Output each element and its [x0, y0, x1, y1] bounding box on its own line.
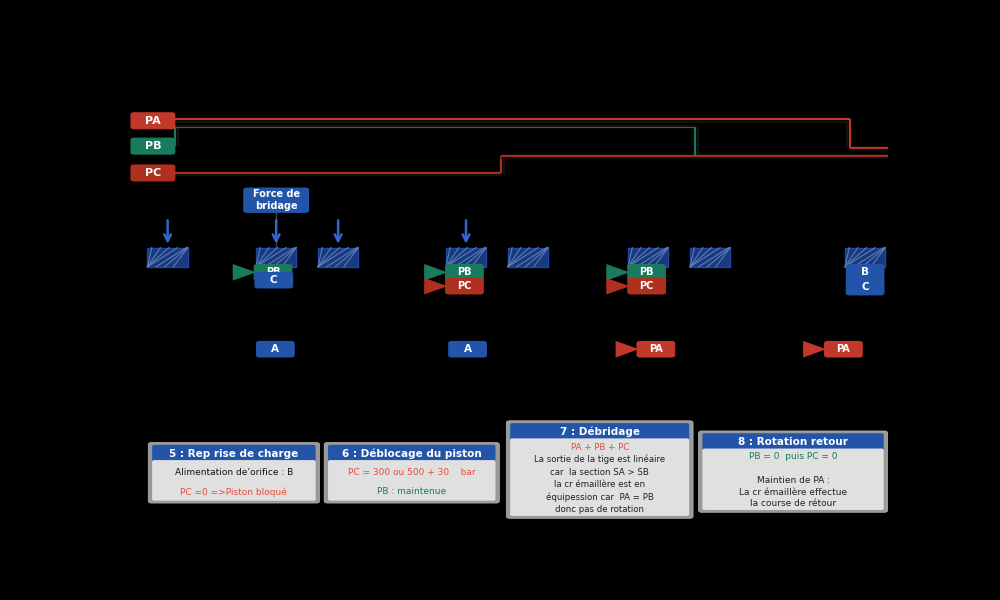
Polygon shape — [256, 248, 296, 267]
Text: PC = 300 ou 500 + 30    bar: PC = 300 ou 500 + 30 bar — [348, 469, 476, 478]
Text: car  la section SA > SB: car la section SA > SB — [550, 467, 649, 476]
Text: 8 : Rotation retour: 8 : Rotation retour — [738, 437, 848, 447]
Text: équipession car  PA = PB: équipession car PA = PB — [546, 493, 654, 502]
FancyBboxPatch shape — [445, 264, 484, 281]
Text: PA + PB + PC: PA + PB + PC — [571, 443, 629, 452]
FancyBboxPatch shape — [148, 443, 320, 503]
FancyBboxPatch shape — [702, 449, 884, 510]
FancyBboxPatch shape — [702, 433, 884, 451]
Text: A: A — [464, 344, 472, 354]
Text: PB: PB — [145, 141, 161, 151]
FancyBboxPatch shape — [152, 445, 316, 463]
FancyBboxPatch shape — [254, 272, 293, 289]
Polygon shape — [147, 248, 188, 267]
FancyBboxPatch shape — [152, 460, 316, 501]
FancyBboxPatch shape — [445, 278, 484, 295]
Text: Maintien de PA :: Maintien de PA : — [757, 476, 830, 485]
Text: PA: PA — [837, 344, 850, 354]
Text: PA: PA — [649, 344, 663, 354]
FancyBboxPatch shape — [324, 443, 499, 503]
Text: PB: PB — [639, 268, 654, 277]
Text: A: A — [271, 344, 279, 354]
Text: PC: PC — [639, 281, 654, 291]
FancyBboxPatch shape — [846, 264, 885, 281]
FancyBboxPatch shape — [627, 278, 666, 295]
Polygon shape — [318, 248, 358, 267]
Text: 6 : Déblocage du piston: 6 : Déblocage du piston — [342, 449, 482, 459]
Polygon shape — [606, 278, 630, 295]
Text: La sortie de la tige est linéaire: La sortie de la tige est linéaire — [534, 455, 665, 464]
Text: PA: PA — [145, 116, 161, 126]
Text: 7 : Débridage: 7 : Débridage — [560, 427, 640, 437]
Text: donc pas de rotation: donc pas de rotation — [555, 505, 644, 514]
Polygon shape — [446, 248, 486, 267]
FancyBboxPatch shape — [130, 164, 175, 181]
FancyBboxPatch shape — [328, 460, 495, 501]
FancyBboxPatch shape — [254, 264, 292, 281]
Text: C: C — [270, 275, 278, 285]
Text: La cr émaillère effectue: La cr émaillère effectue — [739, 488, 847, 497]
Text: 5 : Rep rise de charge: 5 : Rep rise de charge — [169, 449, 299, 459]
Text: B: B — [861, 268, 869, 277]
Text: PB = 0  puis PC = 0: PB = 0 puis PC = 0 — [749, 452, 837, 461]
FancyBboxPatch shape — [824, 341, 863, 358]
Polygon shape — [424, 264, 447, 281]
FancyBboxPatch shape — [328, 445, 495, 463]
Polygon shape — [508, 248, 548, 267]
Text: C: C — [861, 282, 869, 292]
FancyBboxPatch shape — [506, 421, 693, 518]
FancyBboxPatch shape — [627, 264, 666, 281]
Text: PB: PB — [457, 268, 472, 277]
Polygon shape — [606, 264, 630, 281]
Polygon shape — [424, 278, 447, 295]
FancyBboxPatch shape — [637, 341, 675, 358]
Polygon shape — [233, 264, 256, 281]
FancyBboxPatch shape — [448, 341, 487, 358]
Text: Force de
bridage: Force de bridage — [253, 190, 300, 211]
FancyBboxPatch shape — [256, 341, 295, 358]
Text: PC: PC — [457, 281, 472, 291]
Polygon shape — [628, 248, 668, 267]
Text: PC =0 =>Piston bloqué: PC =0 =>Piston bloqué — [180, 487, 287, 497]
Text: la cr émaillère est en: la cr émaillère est en — [554, 480, 645, 489]
Text: PB : maintenue: PB : maintenue — [377, 487, 446, 496]
Text: la course de rétour: la course de rétour — [750, 499, 836, 508]
FancyBboxPatch shape — [510, 439, 689, 516]
Polygon shape — [690, 248, 730, 267]
FancyBboxPatch shape — [846, 279, 885, 295]
Polygon shape — [616, 341, 639, 358]
FancyBboxPatch shape — [130, 112, 175, 129]
FancyBboxPatch shape — [243, 187, 309, 213]
Polygon shape — [803, 341, 826, 358]
FancyBboxPatch shape — [130, 137, 175, 155]
Text: Alimentation de’orifice : B: Alimentation de’orifice : B — [175, 469, 293, 478]
Polygon shape — [845, 248, 885, 267]
Text: PB: PB — [266, 268, 280, 277]
FancyBboxPatch shape — [698, 431, 888, 512]
Text: PC: PC — [145, 168, 161, 178]
FancyBboxPatch shape — [510, 423, 689, 441]
